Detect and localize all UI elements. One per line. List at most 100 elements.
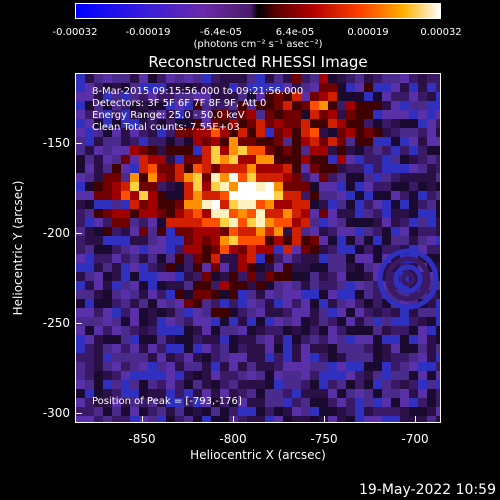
image-pixel <box>301 245 310 254</box>
image-pixel <box>265 218 274 227</box>
image-pixel <box>301 344 310 353</box>
image-pixel <box>373 83 382 92</box>
image-pixel <box>319 164 328 173</box>
image-pixel <box>211 182 220 191</box>
image-pixel <box>328 182 337 191</box>
image-pixel <box>247 146 256 155</box>
image-pixel <box>157 191 166 200</box>
image-pixel <box>328 74 337 83</box>
image-pixel <box>373 281 382 290</box>
y-tick-label: -250 <box>42 316 70 330</box>
image-pixel <box>103 173 112 182</box>
image-pixel <box>382 353 391 362</box>
image-pixel <box>391 308 400 317</box>
image-pixel <box>427 389 436 398</box>
image-pixel <box>130 380 139 389</box>
image-pixel <box>292 191 301 200</box>
image-pixel <box>418 407 427 416</box>
image-pixel <box>175 119 184 128</box>
image-pixel <box>364 326 373 335</box>
image-pixel <box>256 83 265 92</box>
image-pixel <box>157 362 166 371</box>
image-pixel <box>310 290 319 299</box>
image-pixel <box>274 92 283 101</box>
image-pixel <box>292 407 301 416</box>
image-pixel <box>202 74 211 83</box>
image-pixel <box>76 362 85 371</box>
image-pixel <box>256 371 265 380</box>
image-pixel <box>139 101 148 110</box>
image-pixel <box>76 101 85 110</box>
image-pixel <box>193 263 202 272</box>
image-pixel <box>301 227 310 236</box>
image-pixel <box>427 272 436 281</box>
image-pixel <box>112 308 121 317</box>
image-pixel <box>355 209 364 218</box>
image-pixel <box>301 74 310 83</box>
image-pixel <box>346 110 355 119</box>
image-pixel <box>166 101 175 110</box>
image-pixel <box>247 263 256 272</box>
image-pixel <box>310 254 319 263</box>
image-pixel <box>130 326 139 335</box>
image-pixel <box>130 83 139 92</box>
image-pixel <box>328 263 337 272</box>
image-pixel <box>103 281 112 290</box>
image-pixel <box>202 299 211 308</box>
image-pixel <box>292 272 301 281</box>
image-pixel <box>256 344 265 353</box>
image-pixel <box>364 101 373 110</box>
image-pixel <box>274 353 283 362</box>
image-pixel <box>220 137 229 146</box>
image-pixel <box>229 182 238 191</box>
image-pixel <box>139 83 148 92</box>
image-pixel <box>265 353 274 362</box>
image-pixel <box>247 236 256 245</box>
image-pixel <box>211 344 220 353</box>
colorbar-unit-label: (photons cm⁻² s⁻¹ asec⁻²) <box>193 39 323 50</box>
image-pixel <box>382 128 391 137</box>
image-pixel <box>112 407 121 416</box>
image-pixel <box>130 110 139 119</box>
image-pixel <box>202 416 211 422</box>
image-pixel <box>301 371 310 380</box>
image-pixel <box>76 110 85 119</box>
image-pixel <box>283 245 292 254</box>
image-pixel <box>202 173 211 182</box>
image-pixel <box>355 344 364 353</box>
image-pixel <box>382 137 391 146</box>
image-pixel <box>418 236 427 245</box>
image-pixel <box>292 92 301 101</box>
image-pixel <box>175 254 184 263</box>
image-pixel <box>382 92 391 101</box>
image-pixel <box>391 263 400 272</box>
image-pixel <box>85 209 94 218</box>
image-pixel <box>364 92 373 101</box>
image-pixel <box>418 191 427 200</box>
image-pixel <box>148 74 157 83</box>
image-pixel <box>418 218 427 227</box>
image-pixel <box>418 353 427 362</box>
image-pixel <box>436 200 440 209</box>
image-pixel <box>355 119 364 128</box>
image-pixel <box>112 137 121 146</box>
image-pixel <box>85 254 94 263</box>
image-pixel <box>130 101 139 110</box>
image-pixel <box>328 128 337 137</box>
image-pixel <box>265 335 274 344</box>
image-pixel <box>103 263 112 272</box>
image-pixel <box>409 299 418 308</box>
image-pixel <box>328 227 337 236</box>
image-pixel <box>346 200 355 209</box>
image-pixel <box>256 389 265 398</box>
image-pixel <box>175 371 184 380</box>
image-pixel <box>400 92 409 101</box>
image-pixel <box>166 263 175 272</box>
image-pixel <box>130 335 139 344</box>
image-pixel <box>184 371 193 380</box>
image-pixel <box>355 353 364 362</box>
image-pixel <box>382 236 391 245</box>
image-pixel <box>400 101 409 110</box>
image-pixel <box>130 182 139 191</box>
image-pixel <box>211 272 220 281</box>
